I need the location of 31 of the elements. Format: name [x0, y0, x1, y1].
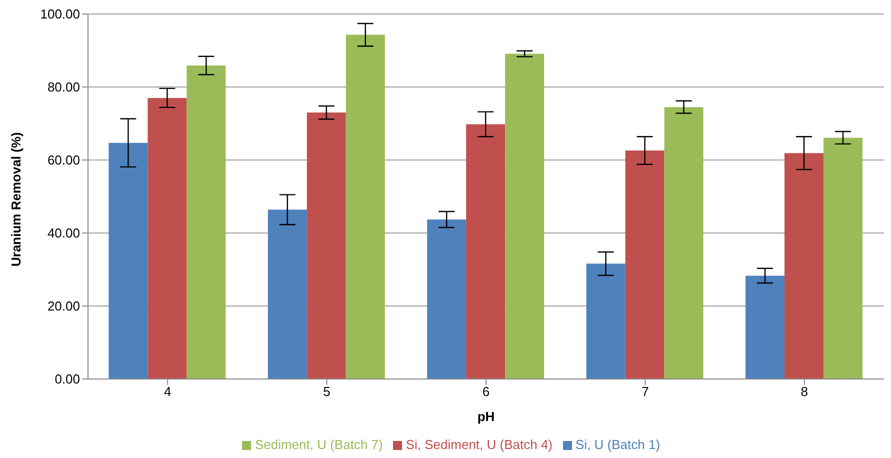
bar — [148, 98, 187, 379]
x-tick-label: 5 — [323, 384, 330, 400]
y-tick-label: 100.00 — [40, 6, 80, 22]
bar — [664, 107, 704, 379]
x-tick-label: 6 — [482, 384, 490, 400]
bar — [586, 264, 626, 379]
x-tick-label: 7 — [642, 384, 649, 400]
y-tick-label: 20.00 — [47, 298, 80, 314]
bar — [625, 150, 664, 379]
bar — [346, 34, 385, 379]
y-tick-label: 0.00 — [54, 372, 80, 387]
bar — [427, 219, 466, 379]
bar — [306, 112, 346, 379]
bar — [466, 124, 506, 379]
x-tick-label: 4 — [164, 384, 172, 400]
y-tick-label: 60.00 — [47, 152, 80, 168]
bar — [268, 210, 307, 379]
legend-label: Si, U (Batch 1) — [576, 437, 660, 452]
y-tick-label: 80.00 — [47, 80, 80, 95]
bar — [823, 138, 862, 379]
bar — [745, 276, 784, 379]
y-axis-title: Uranium Removal (%) — [8, 132, 24, 266]
bar — [186, 65, 226, 379]
bar — [108, 142, 148, 379]
x-axis-title: pH — [477, 409, 495, 424]
x-tick-label: 8 — [800, 384, 808, 400]
y-tick-label: 40.00 — [47, 226, 80, 241]
bar — [784, 153, 824, 379]
legend-label: Sediment, U (Batch 7) — [254, 437, 383, 452]
legend-label: Si, Sediment, U (Batch 4) — [406, 437, 553, 452]
bar — [505, 54, 544, 379]
